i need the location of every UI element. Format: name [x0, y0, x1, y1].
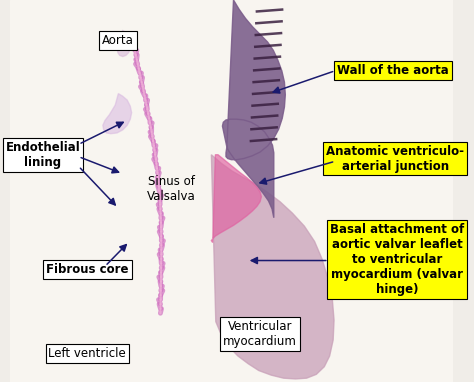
Text: Sinus of
Valsalva: Sinus of Valsalva — [147, 175, 196, 203]
Text: Anatomic ventriculo-
arterial junction: Anatomic ventriculo- arterial junction — [326, 144, 464, 173]
Text: Basal attachment of
aortic valvar leaflet
to ventricular
myocardium (valvar
hing: Basal attachment of aortic valvar leafle… — [330, 223, 465, 296]
Text: Endothelial
lining: Endothelial lining — [6, 141, 81, 169]
Polygon shape — [10, 0, 453, 382]
Polygon shape — [222, 0, 285, 218]
Polygon shape — [211, 155, 261, 243]
Polygon shape — [117, 31, 131, 57]
Text: Ventricular
myocardium: Ventricular myocardium — [223, 320, 297, 348]
Text: Wall of the aorta: Wall of the aorta — [337, 64, 449, 77]
Polygon shape — [211, 155, 334, 379]
Text: Fibrous core: Fibrous core — [46, 263, 128, 276]
Polygon shape — [103, 94, 132, 134]
Text: Aorta: Aorta — [102, 34, 134, 47]
Text: Left ventricle: Left ventricle — [48, 347, 126, 360]
